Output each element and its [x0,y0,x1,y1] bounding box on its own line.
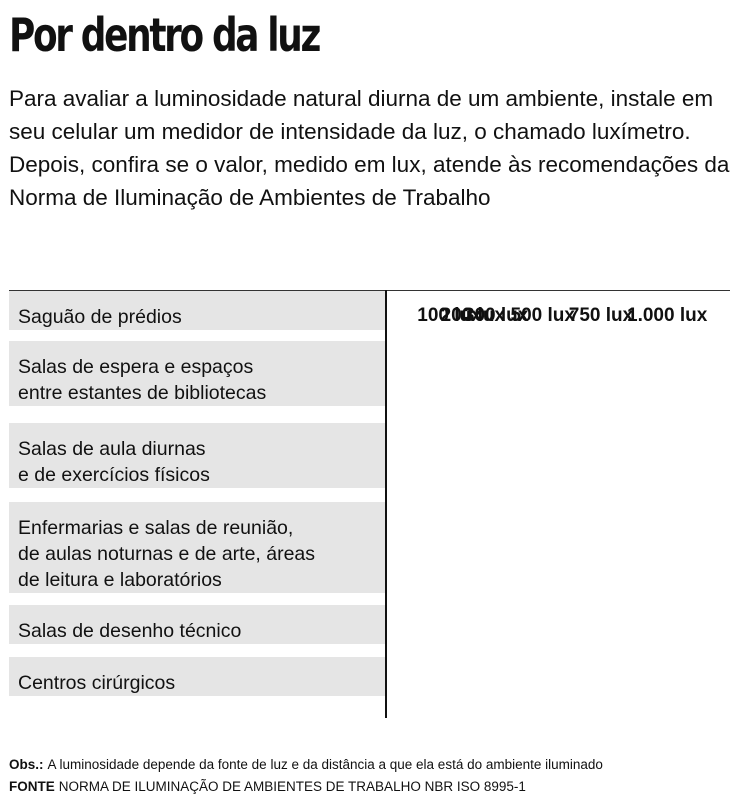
category-label: Salas de espera e espaços entre estantes… [9,341,385,406]
row: Salas de espera e espaços entre estantes… [9,305,730,423]
title: Por dentro da luz [9,8,321,62]
value-label: 300 lux [463,305,529,326]
row: Saguão de prédios 100 lux [9,290,730,341]
subtitle: Para avaliar a luminosidade natural diur… [9,86,730,210]
row: Centros cirúrgicos 1.000 lux [9,305,730,712]
value-label: 100 lux [417,305,482,326]
row: Enfermarias e salas de reunião, de aulas… [9,305,730,605]
note-text: A luminosidade depende da fonte de luz e… [47,757,603,772]
chart: Saguão de prédios 100 lux Salas de espera … [9,290,730,712]
value-label: 200 lux [440,305,506,326]
value-label: 750 lux [568,305,634,326]
note-label: Obs.: [9,757,44,772]
category-label: Salas de desenho técnico [9,605,385,644]
value-label: 1.000 lux [627,305,708,326]
category-label: Saguão de prédios [9,291,385,330]
note: Obs.: A luminosidade depende da fonte de … [9,757,603,772]
value-label: 500 lux [510,305,575,326]
axis-line [385,290,387,718]
source-text: NORMA DE ILUMINAÇÃO DE AMBIENTES DE TRAB… [58,779,526,794]
category-label: Centros cirúrgicos [9,657,385,696]
category-label: Salas de aula diurnas e de exercícios fí… [9,423,385,488]
row: Salas de desenho técnico 750 lux [9,305,730,657]
source-label: FONTE [9,779,55,794]
source: FONTE NORMA DE ILUMINAÇÃO DE AMBIENTES DE… [9,779,526,794]
category-label: Enfermarias e salas de reunião, de aulas… [9,502,385,593]
row: Salas de aula diurnas e de exercícios fí… [9,305,730,502]
